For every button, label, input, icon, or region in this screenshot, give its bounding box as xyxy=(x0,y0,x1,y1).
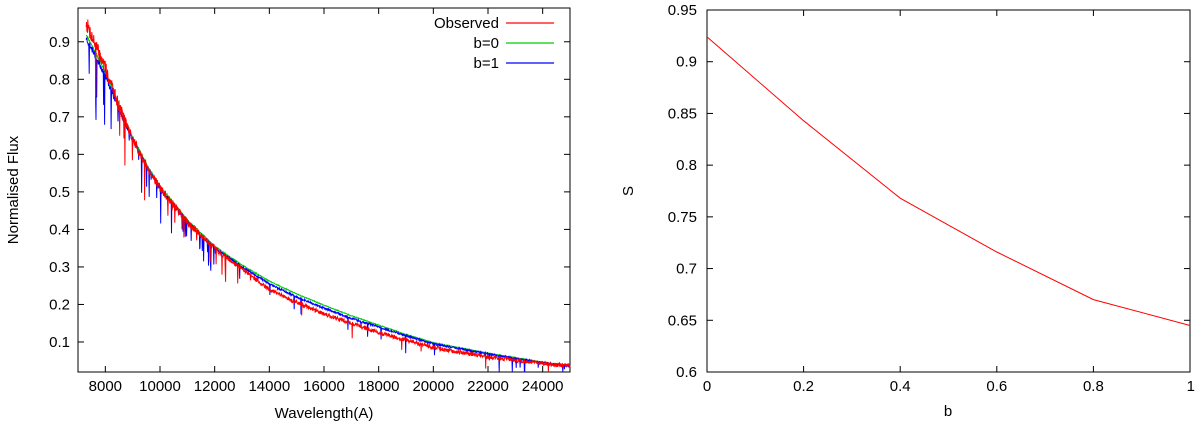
y-tick-label: 0.65 xyxy=(668,312,697,329)
x-tick-label: 16000 xyxy=(303,378,345,395)
x-tick-label: 20000 xyxy=(412,378,454,395)
spectrum-y-axis-label: Normalised Flux xyxy=(5,135,22,244)
y-tick-label: 0.6 xyxy=(676,364,697,381)
y-tick-label: 0.9 xyxy=(676,54,697,71)
y-tick-label: 0.8 xyxy=(49,71,70,88)
spectrum-x-axis-label: Wavelength(A) xyxy=(275,405,374,422)
spectrum-x-ticks: 8000 10000 12000 14000 16000 18000 20000 22000 2… xyxy=(89,8,564,395)
x-tick-label: 8000 xyxy=(89,378,122,395)
y-tick-label: 0.7 xyxy=(676,261,697,278)
y-tick-label: 0.3 xyxy=(49,259,70,276)
x-tick-label: 0.2 xyxy=(793,378,814,395)
x-tick-label: 10000 xyxy=(139,378,181,395)
x-tick-label: 18000 xyxy=(358,378,400,395)
x-tick-label: 1 xyxy=(1187,378,1195,395)
series-line-observed xyxy=(85,19,571,373)
s-plot-frame xyxy=(706,9,1191,373)
s-series xyxy=(706,36,1191,326)
x-tick-label: 0.6 xyxy=(986,378,1007,395)
y-tick-label: 0.1 xyxy=(49,334,70,351)
y-tick-label: 0.7 xyxy=(49,109,70,126)
y-tick-label: 0.6 xyxy=(49,146,70,163)
series-line-b-1 xyxy=(85,36,571,373)
s-x-ticks: 0 0.2 0.4 0.6 0.8 1 xyxy=(703,10,1195,395)
series-line-s xyxy=(706,36,1191,326)
spectrum-y-ticks: 0.1 0.2 0.3 0.4 0.5 0.6 0.7 0.8 0.9 xyxy=(49,34,570,351)
x-tick-label: 12000 xyxy=(194,378,236,395)
x-tick-label: 0.4 xyxy=(890,378,911,395)
y-tick-label: 0.9 xyxy=(49,34,70,51)
s-y-ticks: 0.6 0.65 0.7 0.75 0.8 0.85 0.9 0.95 xyxy=(668,2,1190,381)
spectrum-legend: Observed b=0 b=1 xyxy=(434,15,554,72)
x-tick-label: 24000 xyxy=(522,378,564,395)
y-tick-label: 0.4 xyxy=(49,221,70,238)
legend-label-b0: b=0 xyxy=(474,35,499,52)
y-tick-label: 0.95 xyxy=(668,2,697,19)
y-tick-label: 0.85 xyxy=(668,105,697,122)
s-x-axis-label: b xyxy=(944,403,952,420)
legend-label-observed: Observed xyxy=(434,15,499,32)
legend-label-b1: b=1 xyxy=(474,55,499,72)
s-y-axis-label: S xyxy=(620,186,637,196)
y-tick-label: 0.2 xyxy=(49,296,70,313)
x-tick-label: 14000 xyxy=(248,378,290,395)
x-tick-label: 0.8 xyxy=(1083,378,1104,395)
x-tick-label: 0 xyxy=(703,378,711,395)
y-tick-label: 0.75 xyxy=(668,209,697,226)
spectrum-chart: 8000 10000 12000 14000 16000 18000 20000 22000 2… xyxy=(5,7,571,422)
y-tick-label: 0.8 xyxy=(676,157,697,174)
y-tick-label: 0.5 xyxy=(49,184,70,201)
x-tick-label: 22000 xyxy=(467,378,509,395)
s-vs-b-chart: 0 0.2 0.4 0.6 0.8 1 0.60.650.70.750.80.850.90… xyxy=(620,2,1195,420)
spectrum-series xyxy=(85,19,571,373)
